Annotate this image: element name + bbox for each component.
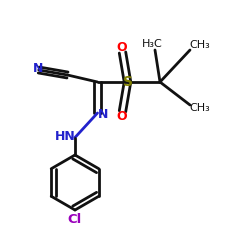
Text: S: S	[122, 75, 132, 89]
Text: N: N	[98, 108, 108, 120]
Text: H₃C: H₃C	[142, 40, 163, 50]
Text: Cl: Cl	[68, 213, 82, 226]
Text: CH₃: CH₃	[190, 103, 210, 113]
Text: N: N	[32, 62, 43, 75]
Text: O: O	[116, 41, 126, 54]
Text: CH₃: CH₃	[190, 40, 210, 50]
Text: O: O	[116, 110, 126, 123]
Text: HN: HN	[55, 130, 76, 143]
